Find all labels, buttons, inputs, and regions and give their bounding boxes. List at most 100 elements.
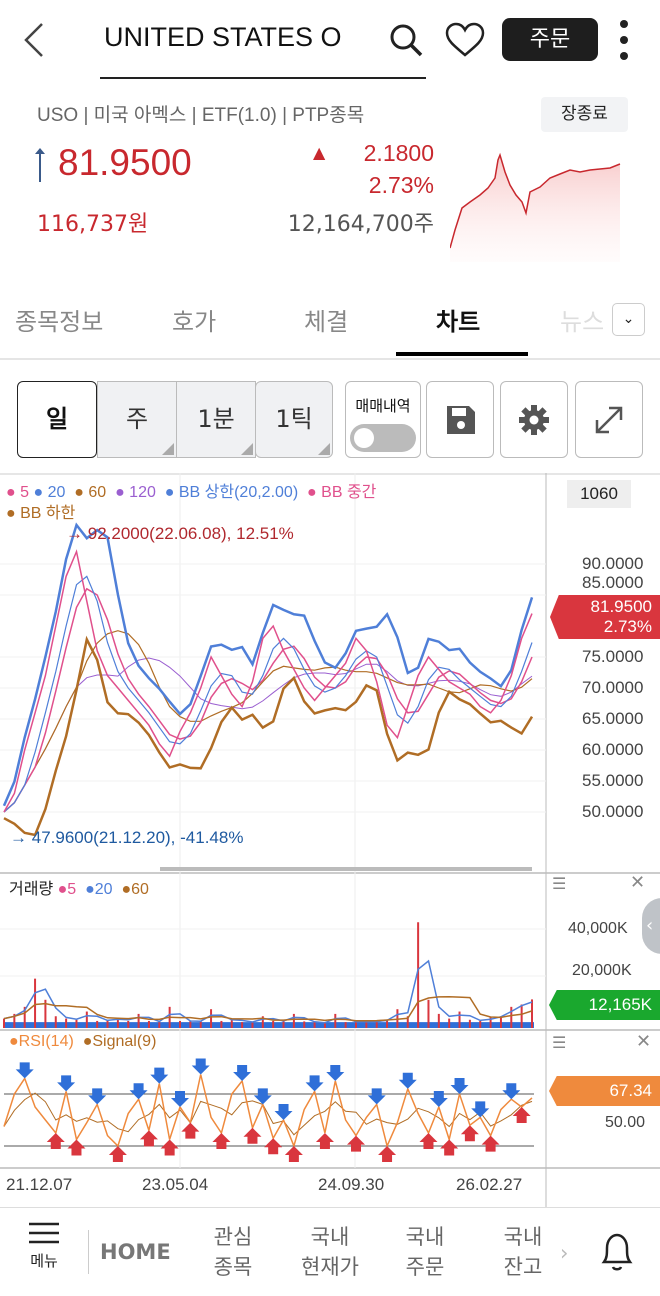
trade-history-toggle[interactable]: 매매내역: [345, 381, 421, 458]
sell-signal-arrow: [429, 1091, 448, 1107]
sell-signal-arrow: [398, 1072, 417, 1089]
period-day-button[interactable]: 일: [17, 381, 97, 458]
tab-underline: [396, 352, 528, 356]
legend-vol20: 20: [94, 881, 113, 898]
notification-button[interactable]: [598, 1230, 636, 1278]
sell-signal-arrow: [171, 1091, 189, 1107]
data-count-badge[interactable]: 1060: [567, 480, 631, 508]
tab-stock-info[interactable]: 종목정보: [15, 308, 104, 336]
sell-signal-arrow: [150, 1067, 169, 1084]
price-change: 2.1800: [363, 140, 434, 166]
nav-home[interactable]: HOME: [100, 1240, 171, 1264]
volume-bar: [116, 1018, 119, 1028]
volume-bar: [282, 1020, 285, 1028]
nav-watchlist[interactable]: 관심 종목: [213, 1225, 253, 1279]
price-tick: 50.0000: [582, 802, 644, 821]
up-limit-arrowhead: [35, 148, 45, 154]
volume-bar: [158, 1022, 161, 1028]
fullscreen-button[interactable]: [575, 381, 643, 458]
rsi-panel-close-icon[interactable]: ✕: [636, 1031, 652, 1052]
period-label: 1틱: [275, 405, 313, 433]
legend-bb-mid: BB 중간: [321, 484, 377, 501]
price-tick: 60.0000: [582, 740, 644, 759]
order-button[interactable]: 주문: [502, 18, 598, 61]
sell-signal-arrow: [253, 1088, 272, 1105]
buy-signal-arrow: [315, 1133, 334, 1149]
volume-bar: [499, 1016, 502, 1028]
stock-chart[interactable]: [0, 473, 660, 1208]
sell-signal-arrow: [129, 1083, 148, 1100]
legend-ma5: 5: [20, 484, 30, 501]
up-limit-icon: [39, 150, 41, 182]
x-tick: 21.12.07: [6, 1175, 73, 1194]
volume-bar: [34, 978, 37, 1028]
volume-bar: [468, 1019, 471, 1028]
period-tick-button[interactable]: 1틱: [255, 381, 333, 458]
badge-pct: 2.73%: [603, 617, 652, 636]
volume-bar: [75, 1019, 78, 1028]
back-button[interactable]: [18, 20, 54, 60]
legend-vol5: 5: [67, 881, 77, 898]
high-price-note: 92.2000(22.06.08), 12.51%: [87, 524, 294, 543]
volume-bar: [448, 1018, 451, 1028]
volume-bar: [3, 1018, 5, 1028]
sell-signal-arrow: [15, 1062, 34, 1079]
volume-bar: [13, 1013, 16, 1028]
floppy-disk-icon: [447, 406, 475, 434]
heart-icon: [445, 22, 485, 57]
buy-signal-arrow: [284, 1146, 303, 1162]
tab-trades[interactable]: 체결: [304, 308, 349, 336]
bb-upper-line: [2, 522, 534, 807]
nav-domestic-balance[interactable]: 국내 잔고: [503, 1225, 543, 1279]
menu-button[interactable]: 메뉴: [14, 1222, 74, 1270]
ma120-line: [3, 657, 533, 813]
period-minute-button[interactable]: 1분: [176, 381, 256, 458]
period-week-button[interactable]: 주: [97, 381, 177, 458]
trade-history-label: 매매내역: [355, 397, 411, 415]
nav-domestic-order[interactable]: 국내 주문: [405, 1225, 445, 1279]
volume-bar: [199, 1021, 202, 1028]
tabs-expand-button[interactable]: ⌄: [612, 303, 645, 336]
settings-button[interactable]: [500, 381, 568, 458]
market-closed-button[interactable]: 장종료: [541, 97, 628, 132]
volume-bar: [323, 1023, 326, 1028]
more-menu-button[interactable]: [617, 18, 631, 66]
rsi-panel-menu-icon[interactable]: ☰: [552, 1033, 567, 1052]
chevron-down-icon: ⌄: [622, 311, 635, 327]
favorite-button[interactable]: [445, 22, 485, 62]
period-label: 1분: [197, 405, 235, 433]
sell-signal-arrow: [57, 1075, 76, 1092]
volume-bar: [303, 1021, 306, 1028]
volume-bar: [375, 1020, 378, 1028]
volume-bar: [417, 922, 420, 1028]
search-button[interactable]: [388, 22, 424, 62]
tab-news[interactable]: 뉴스: [560, 308, 605, 336]
volume-bar: [220, 1020, 223, 1028]
volume-bar: [406, 1016, 409, 1028]
nav-domestic-price[interactable]: 국내 현재가: [301, 1225, 359, 1279]
rsi-line: [3, 1074, 533, 1149]
sell-signal-arrow: [191, 1058, 210, 1075]
gear-icon: [519, 405, 549, 435]
legend-ma20: 20: [47, 484, 66, 501]
toggle-switch[interactable]: [350, 424, 416, 452]
volume-panel-menu-icon[interactable]: ☰: [552, 874, 567, 893]
buy-signal-arrow: [243, 1127, 262, 1144]
volume-panel-close-icon[interactable]: ✕: [630, 872, 646, 893]
nav-scroll-right-icon[interactable]: ›: [560, 1241, 569, 1265]
legend-rsi: RSI(14): [18, 1033, 74, 1050]
current-rsi-badge: 67.34: [549, 1076, 660, 1106]
chevron-left-icon: [24, 23, 43, 57]
bb-lower-line: [3, 635, 534, 837]
side-drawer-handle[interactable]: ‹: [642, 898, 660, 954]
save-button[interactable]: [426, 381, 494, 458]
sell-signal-arrow: [471, 1101, 490, 1118]
buy-signal-arrow: [347, 1135, 365, 1152]
legend-vol60: 60: [131, 881, 149, 898]
buy-signal-arrow: [481, 1135, 500, 1152]
buy-signal-arrow: [108, 1146, 127, 1162]
stock-title[interactable]: UNITED STATES O: [104, 22, 342, 52]
menu-label: 메뉴: [30, 1252, 58, 1270]
tab-chart[interactable]: 차트: [436, 308, 481, 336]
tab-orderbook[interactable]: 호가: [172, 308, 217, 336]
